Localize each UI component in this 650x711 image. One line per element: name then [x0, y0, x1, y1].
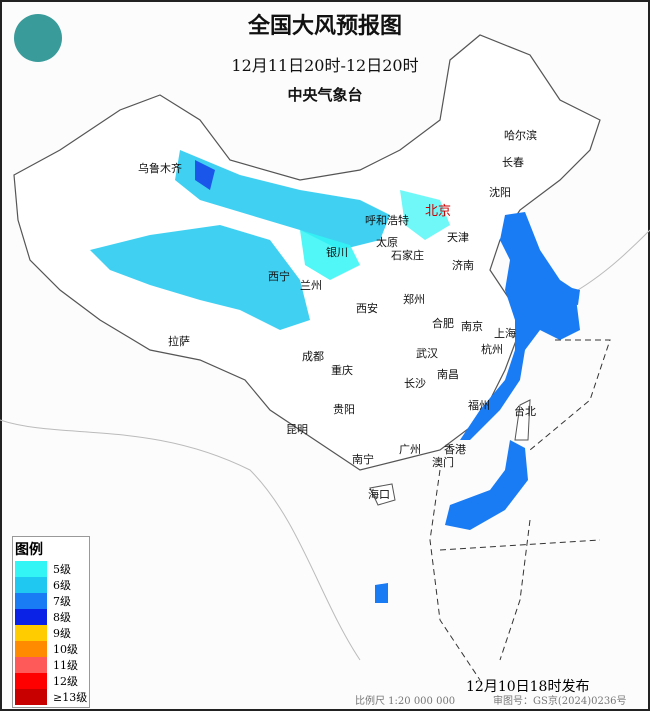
- map-title: 全国大风预报图: [247, 13, 402, 39]
- city-label: 贵阳: [333, 403, 355, 416]
- neighbor-border: [0, 419, 361, 661]
- city-label: 银川: [326, 246, 348, 259]
- legend-item: 8级: [13, 609, 89, 625]
- legend-item: 10级: [13, 641, 89, 657]
- legend-item: 7级: [13, 593, 89, 609]
- city-label: 上海: [494, 327, 516, 340]
- city-label: 昆明: [286, 423, 308, 436]
- legend-title: 图例: [15, 542, 43, 558]
- city-label: 台北: [514, 405, 536, 418]
- legend-label: 9级: [53, 627, 71, 640]
- legend-label: 6级: [53, 579, 71, 592]
- city-label: 天津: [447, 231, 469, 244]
- city-label: 呼和浩特: [365, 214, 409, 227]
- city-label: 石家庄: [391, 249, 424, 262]
- city-label: 沈阳: [489, 186, 511, 199]
- legend-label: ≥13级: [53, 691, 88, 704]
- legend-swatch: [15, 673, 47, 689]
- wind-area-6: [175, 150, 390, 250]
- legend-swatch: [15, 609, 47, 625]
- city-label: 海口: [368, 488, 390, 501]
- wind-area-8: [195, 160, 215, 190]
- city-label: 武汉: [416, 347, 438, 360]
- legend-swatch: [15, 657, 47, 673]
- legend-item: 6级: [13, 577, 89, 593]
- legend-item: 11级: [13, 657, 89, 673]
- legend-item: 5级: [13, 561, 89, 577]
- legend-label: 7级: [53, 595, 71, 608]
- hainan-island: [369, 483, 396, 506]
- city-label: 合肥: [432, 317, 454, 330]
- cma-logo: [14, 14, 62, 62]
- city-label: 长春: [502, 156, 524, 169]
- city-label: 西安: [356, 302, 378, 315]
- city-label: 长沙: [404, 377, 426, 390]
- taiwan-island: [514, 399, 531, 441]
- city-label: 澳门: [432, 456, 454, 469]
- city-label: 西宁: [268, 270, 290, 283]
- city-label: 郑州: [403, 293, 425, 306]
- agency-name: 中央气象台: [287, 86, 363, 104]
- wind-area-7: [560, 285, 580, 305]
- city-label: 成都: [302, 350, 324, 363]
- legend-label: 5级: [53, 563, 71, 576]
- city-label: 拉萨: [168, 335, 190, 348]
- legend-swatch: [15, 641, 47, 657]
- legend-swatch: [15, 689, 47, 705]
- city-label: 南京: [461, 320, 483, 333]
- legend-label: 12级: [53, 675, 78, 688]
- legend-swatch: [15, 625, 47, 641]
- city-label: 香港: [444, 443, 466, 456]
- city-label: 乌鲁木齐: [138, 162, 182, 175]
- legend-item: ≥13级: [13, 689, 89, 705]
- legend-label: 11级: [53, 659, 78, 672]
- city-label: 兰州: [300, 279, 322, 292]
- legend: 图例 5级 6级 7级 8级 9级 10级 11级 12级 ≥13级: [12, 536, 90, 708]
- legend-label: 10级: [53, 643, 78, 656]
- city-label: 哈尔滨: [504, 129, 537, 142]
- legend-item: 9级: [13, 625, 89, 641]
- city-label: 杭州: [481, 343, 503, 356]
- sea-boundary: [429, 339, 611, 681]
- city-label: 南宁: [352, 453, 374, 466]
- legend-item: 12级: [13, 673, 89, 689]
- legend-label: 8级: [53, 611, 71, 624]
- map-scale: 比例尺 1:20 000 000: [355, 696, 456, 707]
- wind-area-7: [375, 583, 388, 603]
- wind-areas: [90, 150, 580, 603]
- issue-time: 12月10日18时发布: [466, 679, 590, 695]
- forecast-period: 12月11日20时-12日20时: [231, 56, 419, 75]
- legend-swatch: [15, 593, 47, 609]
- city-label: 济南: [452, 259, 474, 272]
- city-label: 福州: [468, 399, 490, 412]
- wind-area-5: [300, 230, 360, 280]
- city-label: 重庆: [331, 364, 353, 377]
- wind-area-5: [400, 190, 450, 240]
- city-label: 广州: [399, 443, 421, 456]
- legend-swatch: [15, 577, 47, 593]
- city-label-capital: 北京: [425, 204, 452, 219]
- wind-area-7: [445, 440, 528, 530]
- review-number: 审图号：GS京(2024)0236号: [493, 696, 627, 707]
- city-label: 太原: [376, 236, 398, 249]
- wind-area-6: [90, 225, 310, 330]
- city-label: 南昌: [437, 368, 459, 381]
- legend-swatch: [15, 561, 47, 577]
- wind-area-7: [460, 212, 580, 440]
